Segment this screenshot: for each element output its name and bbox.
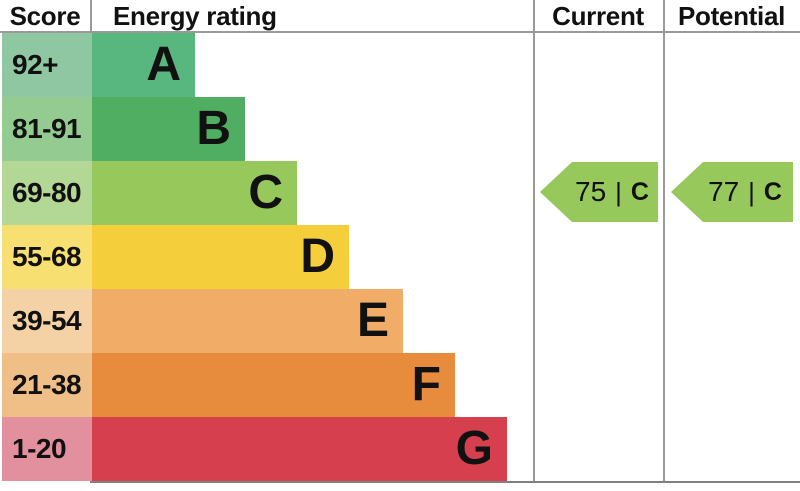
current-column-divider bbox=[533, 0, 535, 483]
rating-row-g: 1-20 G bbox=[2, 417, 800, 481]
column-header-energy-rating: Energy rating bbox=[113, 1, 277, 31]
potential-column-divider bbox=[663, 0, 665, 483]
rating-bar: G bbox=[92, 417, 507, 481]
column-header-potential: Potential bbox=[677, 1, 786, 31]
score-band-cell: 39-54 bbox=[2, 289, 92, 353]
score-letter-separator: | bbox=[748, 176, 755, 207]
rating-row-a: 92+ A bbox=[2, 33, 800, 97]
rating-letter: A bbox=[146, 38, 181, 91]
score-band-cell: 1-20 bbox=[2, 417, 92, 481]
rating-row-f: 21-38 F bbox=[2, 353, 800, 417]
current-score-value: 75 bbox=[575, 176, 607, 207]
score-column-divider bbox=[90, 0, 92, 31]
rating-bar: B bbox=[92, 97, 245, 161]
rating-row-c: 69-80 C bbox=[2, 161, 800, 225]
chart-bottom-border bbox=[90, 481, 800, 483]
potential-rating-letter: C bbox=[763, 177, 782, 206]
column-header-score: Score bbox=[9, 1, 81, 31]
rating-letter: G bbox=[455, 422, 493, 475]
rating-bar: C bbox=[92, 161, 297, 225]
rating-row-b: 81-91 B bbox=[2, 97, 800, 161]
rating-bar: A bbox=[92, 33, 195, 97]
score-band-cell: 55-68 bbox=[2, 225, 92, 289]
score-band-cell: 81-91 bbox=[2, 97, 92, 161]
rating-rows: 92+ A 81-91 B 69-80 C 55-68 D 39-54 bbox=[2, 33, 800, 481]
rating-bar: E bbox=[92, 289, 403, 353]
current-rating-letter: C bbox=[630, 177, 649, 206]
rating-letter: E bbox=[356, 294, 389, 347]
rating-letter: F bbox=[411, 358, 441, 411]
rating-row-e: 39-54 E bbox=[2, 289, 800, 353]
score-band-cell: 21-38 bbox=[2, 353, 92, 417]
rating-bar: F bbox=[92, 353, 455, 417]
potential-score-value: 77 bbox=[708, 176, 740, 207]
column-header-current: Current bbox=[552, 1, 644, 31]
score-band-cell: 92+ bbox=[2, 33, 92, 97]
rating-row-d: 55-68 D bbox=[2, 225, 800, 289]
score-band-cell: 69-80 bbox=[2, 161, 92, 225]
score-letter-separator: | bbox=[615, 176, 622, 207]
rating-letter: D bbox=[300, 230, 335, 283]
header-bottom-border bbox=[0, 31, 800, 33]
rating-letter: B bbox=[196, 102, 231, 155]
rating-letter: C bbox=[248, 166, 283, 219]
rating-bar: D bbox=[92, 225, 349, 289]
